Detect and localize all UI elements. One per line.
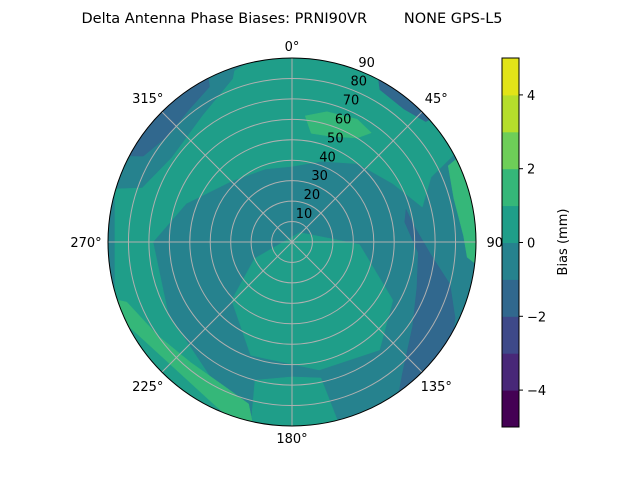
angular-gridline — [161, 111, 293, 243]
colorbar-tick-label: 2 — [527, 163, 535, 178]
colorbar-level — [502, 316, 519, 354]
colorbar-tick-label: 0 — [527, 237, 535, 252]
radial-tick-label: 50 — [327, 131, 344, 146]
colorbar-level — [502, 353, 519, 391]
angular-tick-label: 135° — [421, 380, 452, 395]
chart-title: Delta Antenna Phase Biases: PRNI90VR NON… — [81, 11, 502, 27]
radial-tick-label: 80 — [351, 75, 368, 90]
angular-tick-label: 0° — [285, 40, 300, 55]
radial-tick-label: 30 — [311, 169, 328, 184]
colorbar-level — [502, 205, 519, 243]
angular-tick-label: 45° — [425, 92, 448, 107]
colorbar-level — [502, 168, 519, 207]
radial-tick-label: 40 — [319, 150, 336, 165]
radial-tick-label: 90 — [358, 56, 375, 71]
angular-gridline — [291, 241, 423, 373]
angular-tick-label: 270° — [70, 236, 101, 251]
angular-gridline — [291, 111, 423, 243]
radial-tick-label: 20 — [304, 188, 321, 203]
radial-tick-label: 70 — [343, 94, 360, 109]
angular-tick-label: 225° — [132, 380, 163, 395]
angular-tick-label: 315° — [132, 92, 163, 107]
polar-grid — [108, 58, 476, 426]
colorbar-level — [502, 279, 519, 317]
angular-tick-labels: 0°45°90°135°180°225°270°315° — [70, 40, 509, 447]
plot-border — [107, 57, 477, 427]
colorbar-level — [502, 94, 519, 133]
colorbar: −4 −2 0 2 4 — [501, 57, 546, 428]
colorbar-label: Bias (mm) — [556, 209, 571, 276]
colorbar-level — [502, 390, 519, 428]
radial-tick-label: 60 — [335, 113, 352, 128]
contour-region — [304, 111, 372, 139]
colorbar-tick-label: −4 — [527, 384, 546, 399]
colorbar-level — [502, 242, 519, 280]
colorbar-tick-label: −2 — [527, 310, 546, 325]
contour-region — [447, 145, 476, 278]
radial-tick-labels: 10 20 30 40 50 60 70 80 90 — [296, 56, 375, 222]
colorbar-tick-label: 4 — [527, 89, 535, 104]
radial-tick-label: 10 — [296, 207, 313, 222]
colorbar-level — [502, 58, 519, 96]
colorbar-level — [502, 131, 519, 170]
angular-tick-label: 180° — [276, 432, 307, 447]
angular-gridline — [161, 241, 293, 373]
